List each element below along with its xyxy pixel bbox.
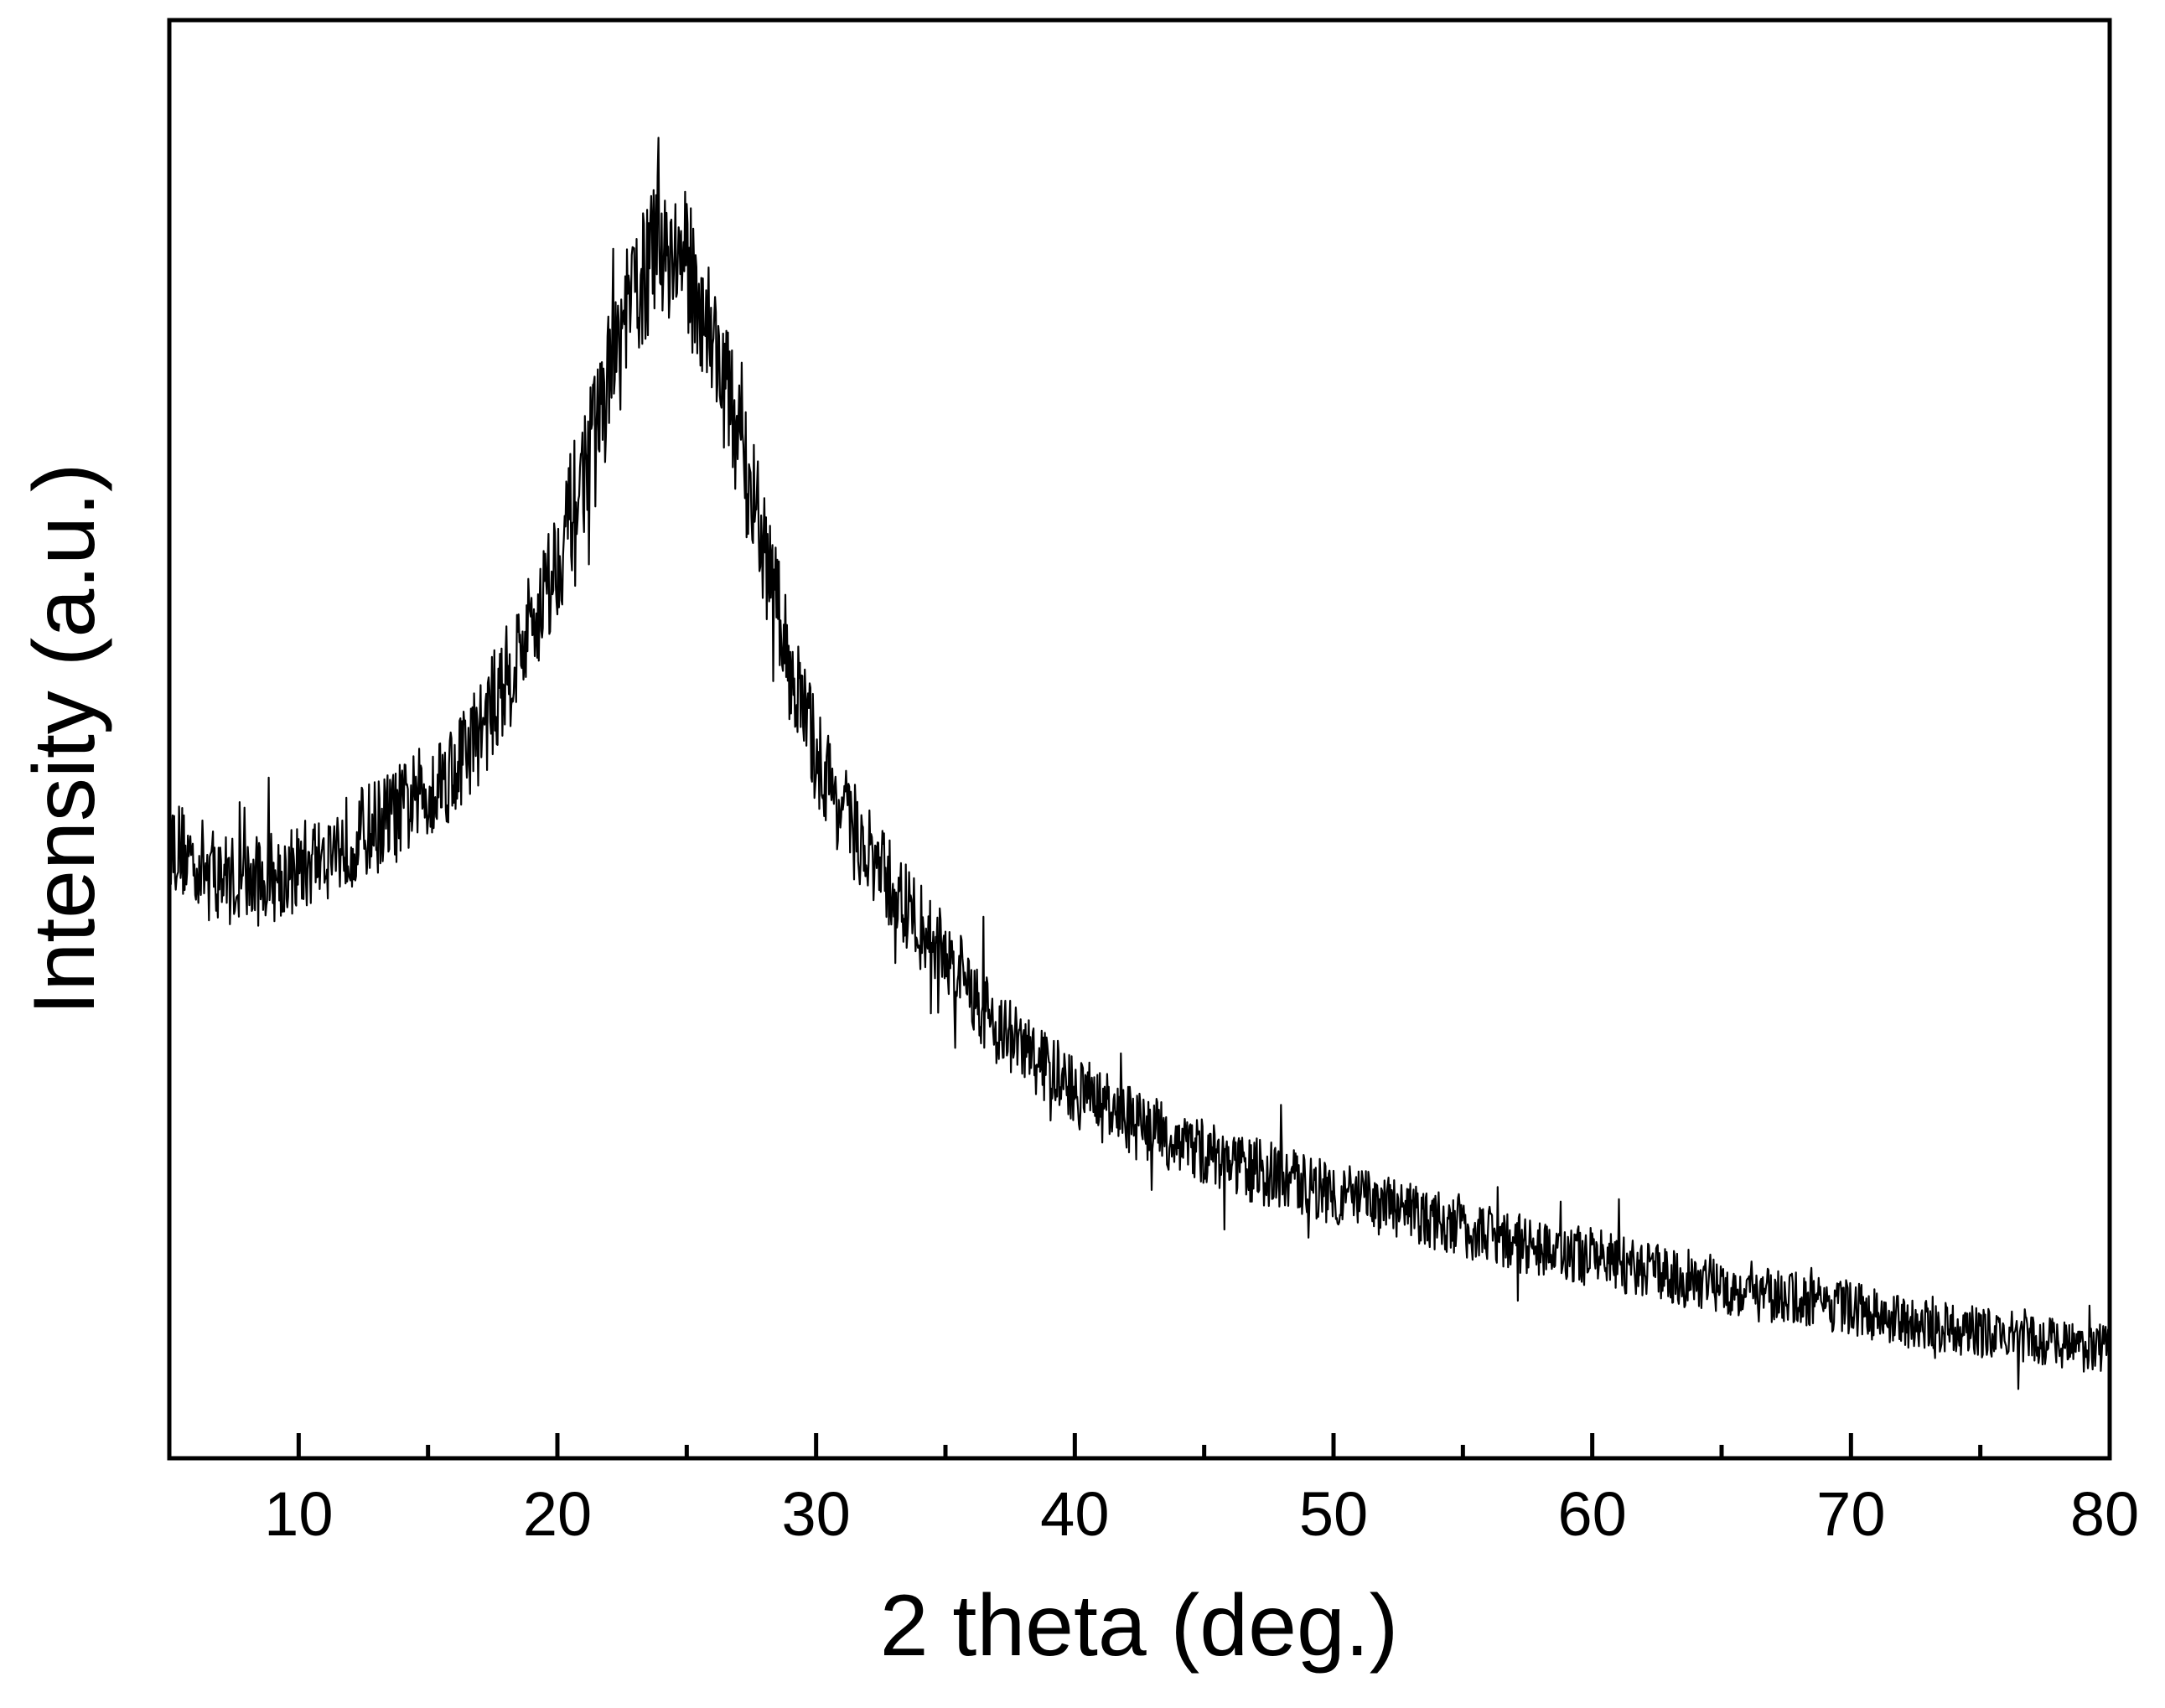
y-axis-title: Intensity (a.u.) <box>16 463 113 1016</box>
x-tick-label: 60 <box>1558 1479 1627 1549</box>
x-tick-label: 30 <box>782 1479 851 1549</box>
x-tick-label: 80 <box>2070 1479 2139 1549</box>
x-tick-label: 10 <box>264 1479 333 1549</box>
x-tick-label: 70 <box>1816 1479 1885 1549</box>
trace-layer <box>168 137 2111 1390</box>
x-tick-label: 20 <box>523 1479 592 1549</box>
x-tick-label: 50 <box>1299 1479 1368 1549</box>
plot-frame <box>167 18 2112 1461</box>
x-axis: 10 20 30 40 50 60 70 80 <box>264 1433 2139 1549</box>
xrd-pattern-line <box>168 137 2111 1390</box>
x-tick-label: 40 <box>1040 1479 1109 1549</box>
x-axis-title: 2 theta (deg.) <box>880 1577 1399 1674</box>
